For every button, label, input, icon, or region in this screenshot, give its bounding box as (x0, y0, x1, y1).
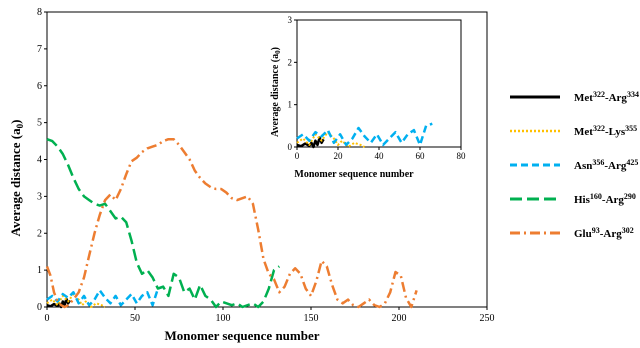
legend-label: Met322-Lys355 (574, 124, 637, 138)
main-y-tick-label: 4 (37, 155, 42, 166)
legend: Met322-Arg334 Met322-Lys355 Asn356-Arg425 H… (510, 90, 639, 240)
inset-series (296, 122, 433, 149)
main-series-line-met322-arg334 (46, 297, 71, 309)
main-y-tick-label: 7 (37, 44, 42, 55)
inset-x-tick-label: 0 (295, 151, 300, 161)
main-x-tick-label: 100 (216, 313, 231, 324)
inset-background (297, 20, 461, 147)
inset-y-tick-label: 0 (288, 142, 293, 152)
main-y-tick-label: 5 (37, 118, 42, 129)
legend-label: Met322-Arg334 (574, 90, 639, 104)
inset-y-axis-label: Average distance (a0) (270, 47, 282, 137)
main-x-tick-label: 50 (130, 313, 140, 324)
inset-y-tick-label: 3 (288, 15, 293, 25)
main-y-tick-label: 1 (37, 265, 42, 276)
main-y-tick-label: 3 (37, 191, 42, 202)
inset-series-line-met322-arg334 (296, 136, 325, 149)
legend-label: His160-Arg290 (574, 192, 636, 206)
y-axis-label: Average distance (a0) (8, 120, 25, 237)
y-axis-label-group: Average distance (a0) (8, 120, 25, 237)
main-series-line-met322-lys355 (46, 293, 106, 308)
inset-x-axis-label: Monomer sequence number (294, 169, 414, 180)
inset-x-tick-label: 40 (375, 151, 385, 161)
inset-x-tick-label: 20 (334, 151, 344, 161)
inset-series-line-met322-lys355 (296, 131, 366, 148)
inset-x-tick-label: 80 (457, 151, 467, 161)
main-series-line-his160-arg290 (46, 138, 281, 309)
inset-y-tick-label: 1 (288, 100, 293, 110)
inset-axes: 0 1 2 3 0 20 40 60 80 (288, 15, 467, 161)
main-x-tick-label: 250 (480, 313, 495, 324)
main-y-tick-label: 6 (37, 81, 42, 92)
main-y-tick-label: 2 (37, 228, 42, 239)
legend-label: Asn356-Arg425 (574, 158, 638, 172)
legend-label: Glu93-Arg302 (574, 226, 634, 240)
x-axis-label: Monomer sequence number (164, 328, 319, 343)
inset-series-line-asn356-arg425 (296, 122, 433, 147)
inset-y-tick-label: 2 (288, 57, 293, 67)
main-series-line-asn356-arg425 (46, 285, 164, 307)
main-x-tick-label: 150 (304, 313, 319, 324)
main-series (45, 137, 418, 309)
main-x-tick-label: 0 (45, 313, 50, 324)
main-y-tick-label: 0 (37, 302, 42, 313)
inset-x-tick-label: 60 (416, 151, 426, 161)
main-x-tick-label: 200 (392, 313, 407, 324)
main-y-tick-label: 8 (37, 7, 42, 18)
main-series-line-glu93-arg302 (45, 137, 418, 309)
inset-y-axis-label-group: Average distance (a0) (270, 47, 282, 137)
